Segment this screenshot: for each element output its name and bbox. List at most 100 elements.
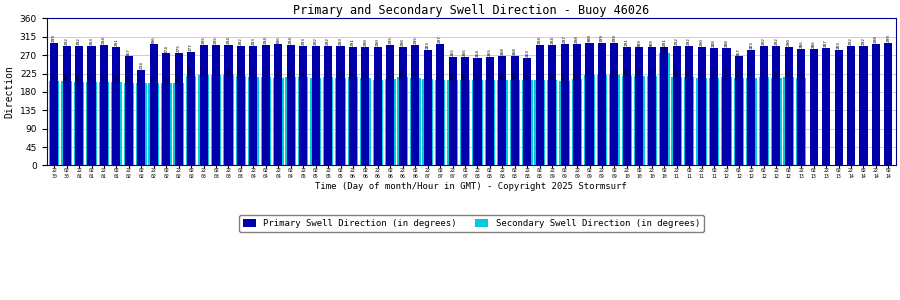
Bar bbox=[100, 45, 108, 166]
Text: 214: 214 bbox=[799, 69, 803, 77]
Text: 220: 220 bbox=[637, 67, 642, 75]
Bar bbox=[349, 46, 357, 166]
Text: 263: 263 bbox=[526, 49, 529, 57]
Text: 296: 296 bbox=[276, 36, 280, 44]
Text: 216: 216 bbox=[400, 68, 405, 76]
Bar bbox=[323, 77, 333, 166]
Bar bbox=[536, 45, 544, 166]
Text: 294: 294 bbox=[550, 37, 554, 44]
Bar bbox=[847, 46, 855, 166]
Text: 290: 290 bbox=[699, 38, 704, 46]
Text: 295: 295 bbox=[388, 36, 392, 44]
Bar bbox=[661, 46, 669, 166]
Text: 205: 205 bbox=[77, 73, 81, 81]
Bar bbox=[386, 45, 394, 166]
Text: 264: 264 bbox=[475, 49, 480, 57]
Text: 283: 283 bbox=[837, 41, 841, 49]
Text: 202: 202 bbox=[176, 74, 181, 82]
Text: 203: 203 bbox=[152, 74, 156, 82]
Text: 300: 300 bbox=[588, 34, 591, 42]
Bar bbox=[373, 80, 383, 166]
Bar bbox=[50, 43, 58, 166]
Text: 219: 219 bbox=[189, 67, 194, 75]
Bar bbox=[347, 77, 358, 166]
Bar bbox=[499, 56, 507, 166]
Text: 292: 292 bbox=[762, 38, 766, 45]
Bar bbox=[310, 78, 321, 166]
Text: 203: 203 bbox=[127, 74, 130, 82]
Text: 209: 209 bbox=[500, 71, 504, 79]
Text: 211: 211 bbox=[575, 70, 579, 78]
Bar bbox=[535, 80, 545, 166]
Bar bbox=[522, 80, 533, 166]
Text: 286: 286 bbox=[799, 40, 803, 48]
Bar bbox=[672, 46, 680, 166]
Text: 290: 290 bbox=[364, 38, 367, 46]
Bar bbox=[785, 47, 793, 166]
Bar bbox=[360, 78, 371, 166]
Text: 291: 291 bbox=[625, 38, 629, 46]
Bar bbox=[374, 47, 382, 166]
Bar bbox=[834, 50, 842, 166]
Title: Primary and Secondary Swell Direction - Buoy 46026: Primary and Secondary Swell Direction - … bbox=[293, 4, 650, 17]
Bar bbox=[671, 77, 682, 166]
Text: 288: 288 bbox=[712, 39, 716, 47]
Bar bbox=[484, 80, 495, 166]
Text: 265: 265 bbox=[451, 49, 454, 56]
Bar bbox=[810, 49, 818, 166]
Bar bbox=[435, 80, 446, 166]
Bar bbox=[410, 78, 420, 166]
Bar bbox=[509, 80, 520, 166]
Text: 287: 287 bbox=[824, 40, 828, 47]
Bar bbox=[287, 45, 295, 166]
Text: 293: 293 bbox=[251, 37, 256, 45]
Text: 221: 221 bbox=[227, 67, 230, 74]
Text: 216: 216 bbox=[251, 68, 256, 76]
Text: 292: 292 bbox=[238, 38, 243, 45]
Text: 292: 292 bbox=[861, 38, 866, 45]
Bar bbox=[125, 56, 133, 166]
Text: 292: 292 bbox=[77, 38, 81, 45]
Text: 216: 216 bbox=[302, 68, 305, 76]
Text: 292: 292 bbox=[675, 38, 679, 45]
Text: 293: 293 bbox=[89, 37, 94, 45]
Bar bbox=[399, 47, 407, 166]
Text: 215: 215 bbox=[774, 69, 778, 77]
Bar bbox=[735, 56, 743, 166]
Bar bbox=[200, 45, 208, 166]
Bar bbox=[273, 78, 284, 166]
Bar bbox=[198, 75, 209, 166]
Text: 220: 220 bbox=[625, 67, 629, 75]
Bar bbox=[236, 76, 247, 166]
Text: 294: 294 bbox=[264, 37, 268, 44]
Bar bbox=[547, 80, 557, 166]
Text: 203: 203 bbox=[140, 74, 143, 82]
Bar bbox=[285, 77, 296, 166]
Bar bbox=[610, 43, 618, 166]
Text: 267: 267 bbox=[737, 48, 741, 56]
Text: 289: 289 bbox=[637, 39, 642, 46]
Bar bbox=[710, 48, 718, 166]
Bar bbox=[398, 77, 408, 166]
Text: 292: 292 bbox=[774, 38, 778, 45]
Text: 208: 208 bbox=[438, 72, 442, 80]
Text: 298: 298 bbox=[874, 35, 878, 43]
Bar bbox=[771, 78, 781, 166]
Text: 214: 214 bbox=[737, 69, 741, 77]
Text: 216: 216 bbox=[688, 68, 691, 76]
Bar bbox=[872, 44, 880, 166]
Text: 217: 217 bbox=[351, 68, 355, 76]
Text: 209: 209 bbox=[488, 71, 492, 79]
Text: 210: 210 bbox=[550, 71, 554, 79]
Text: 215: 215 bbox=[364, 69, 367, 77]
Text: 208: 208 bbox=[451, 72, 454, 80]
Text: 295: 295 bbox=[413, 36, 418, 44]
Text: 208: 208 bbox=[463, 72, 467, 80]
Text: 294: 294 bbox=[227, 37, 230, 44]
Bar bbox=[784, 77, 794, 166]
Bar bbox=[796, 78, 806, 166]
Text: 216: 216 bbox=[762, 68, 766, 76]
Text: 221: 221 bbox=[600, 67, 604, 74]
Text: 276: 276 bbox=[662, 44, 666, 52]
Bar bbox=[111, 82, 122, 166]
